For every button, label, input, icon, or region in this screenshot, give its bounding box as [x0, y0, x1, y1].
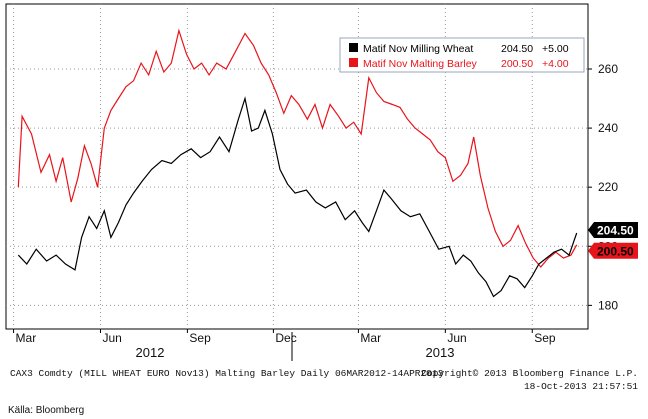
- footer-copyright: Copyright© 2013 Bloomberg Finance L.P.: [421, 368, 638, 379]
- footer-ticker: CAX3 Comdty (MILL WHEAT EURO Nov13) Malt…: [10, 368, 444, 379]
- footer-timestamp: 18-Oct-2013 21:57:51: [524, 381, 638, 392]
- legend: Matif Nov Milling Wheat 204.50 +5.00 Mat…: [339, 37, 585, 73]
- legend-last-malting-barley: 200.50: [501, 58, 533, 70]
- legend-label-malting-barley: Matif Nov Malting Barley: [363, 58, 478, 70]
- legend-swatch-milling-wheat: [349, 43, 358, 52]
- last-value-label-milling-wheat: 204.50: [597, 223, 634, 237]
- x-tick-label-4: Mar: [360, 331, 381, 345]
- y-tick-label-240: 240: [598, 121, 618, 135]
- last-value-tag-malting-barley: 200.50: [588, 242, 638, 259]
- last-value-badge-milling-wheat: [588, 221, 638, 238]
- x-tick-label-0: Mar: [16, 331, 37, 345]
- x-tick-label-3: Dec: [275, 331, 296, 345]
- y-tick-label-220: 220: [598, 180, 618, 194]
- y-tick-label-260: 260: [598, 62, 618, 76]
- y-tick-label-180: 180: [598, 298, 618, 312]
- x-axis-ticks: Mar Jun Sep Dec Mar Jun Sep: [13, 329, 556, 345]
- legend-swatch-malting-barley: [349, 58, 358, 67]
- x-tick-label-1: Jun: [102, 331, 121, 345]
- x-tick-label-5: Jun: [447, 331, 466, 345]
- last-value-tag-milling-wheat: 204.50: [588, 221, 638, 238]
- legend-change-milling-wheat: +5.00: [542, 43, 569, 55]
- x-tick-label-6: Sep: [534, 331, 556, 345]
- legend-change-malting-barley: +4.00: [542, 58, 569, 70]
- year-label-2013: 2013: [426, 345, 455, 360]
- year-label-2012: 2012: [136, 345, 165, 360]
- source-caption: Källa: Bloomberg: [8, 405, 84, 416]
- legend-label-milling-wheat: Matif Nov Milling Wheat: [363, 43, 473, 55]
- series-lines: [17, 28, 578, 298]
- legend-last-milling-wheat: 204.50: [501, 43, 533, 55]
- y-axis-ticks: 180200220240260: [588, 62, 618, 312]
- x-tick-label-2: Sep: [189, 331, 211, 345]
- last-value-labels: 200.50 204.50: [588, 221, 638, 259]
- series-line-milling-wheat: [17, 96, 578, 298]
- last-value-label-malting-barley: 200.50: [597, 244, 634, 258]
- series-line-malting-barley: [17, 28, 578, 268]
- horizontal-gridlines: [6, 68, 588, 306]
- last-value-badge-malting-barley: [588, 242, 638, 259]
